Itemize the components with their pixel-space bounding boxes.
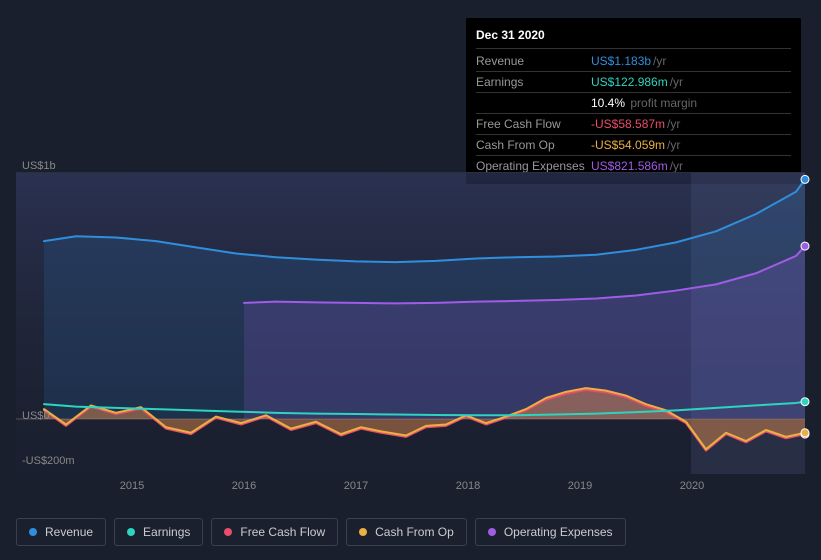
tooltip-value: -US$54.059m bbox=[591, 138, 665, 152]
tooltip-label: Revenue bbox=[476, 52, 591, 70]
legend-dot-icon bbox=[488, 528, 496, 536]
y-axis-label: US$1b bbox=[22, 160, 56, 172]
legend-label: Earnings bbox=[143, 525, 190, 539]
legend-item[interactable]: Operating Expenses bbox=[475, 518, 626, 546]
legend-label: Revenue bbox=[45, 525, 93, 539]
legend-item[interactable]: Revenue bbox=[16, 518, 106, 546]
y-axis-label: US$0 bbox=[22, 410, 50, 422]
tooltip-value: US$122.986m bbox=[591, 75, 668, 89]
legend-dot-icon bbox=[29, 528, 37, 536]
legend-item[interactable]: Earnings bbox=[114, 518, 203, 546]
x-axis-label: 2017 bbox=[344, 480, 368, 492]
legend-label: Free Cash Flow bbox=[240, 525, 325, 539]
legend-dot-icon bbox=[127, 528, 135, 536]
tooltip-value: US$821.586m bbox=[591, 159, 668, 173]
tooltip-date: Dec 31 2020 bbox=[476, 26, 791, 49]
chart-area[interactable]: US$1bUS$0-US$200m 2015201620172018201920… bbox=[16, 172, 805, 474]
tooltip-unit: /yr bbox=[667, 138, 680, 152]
tooltip-value: US$1.183b bbox=[591, 54, 651, 68]
x-axis-label: 2019 bbox=[568, 480, 592, 492]
x-axis-label: 2020 bbox=[680, 480, 704, 492]
tooltip-label: Earnings bbox=[476, 73, 591, 91]
tooltip-value: -US$58.587m bbox=[591, 117, 665, 131]
tooltip-row: EarningsUS$122.986m/yr bbox=[476, 72, 791, 93]
series-endpoint-earnings bbox=[801, 398, 809, 406]
tooltip-unit: /yr bbox=[670, 75, 683, 89]
tooltip-unit: /yr bbox=[667, 117, 680, 131]
tooltip-unit: /yr bbox=[653, 54, 666, 68]
x-axis-label: 2018 bbox=[456, 480, 480, 492]
legend-item[interactable]: Cash From Op bbox=[346, 518, 467, 546]
tooltip-label: Cash From Op bbox=[476, 136, 591, 154]
x-axis-label: 2016 bbox=[232, 480, 256, 492]
legend-label: Operating Expenses bbox=[504, 525, 613, 539]
legend-dot-icon bbox=[224, 528, 232, 536]
tooltip-row: RevenueUS$1.183b/yr bbox=[476, 51, 791, 72]
tooltip-subrow: 10.4% profit margin bbox=[476, 93, 791, 114]
chart-tooltip: Dec 31 2020 RevenueUS$1.183b/yrEarningsU… bbox=[466, 18, 801, 184]
tooltip-label: Free Cash Flow bbox=[476, 115, 591, 133]
legend: Revenue Earnings Free Cash Flow Cash From O… bbox=[16, 518, 626, 546]
legend-label: Cash From Op bbox=[375, 525, 454, 539]
series-endpoint-revenue bbox=[801, 175, 809, 183]
tooltip-unit: /yr bbox=[670, 159, 683, 173]
legend-item[interactable]: Free Cash Flow bbox=[211, 518, 338, 546]
series-endpoint-operating_expenses bbox=[801, 242, 809, 250]
tooltip-row: Cash From Op-US$54.059m/yr bbox=[476, 135, 791, 156]
series-endpoint-cash_from_op bbox=[801, 429, 809, 437]
y-axis-label: -US$200m bbox=[22, 455, 75, 467]
legend-dot-icon bbox=[359, 528, 367, 536]
tooltip-row: Free Cash Flow-US$58.587m/yr bbox=[476, 114, 791, 135]
x-axis-label: 2015 bbox=[120, 480, 144, 492]
